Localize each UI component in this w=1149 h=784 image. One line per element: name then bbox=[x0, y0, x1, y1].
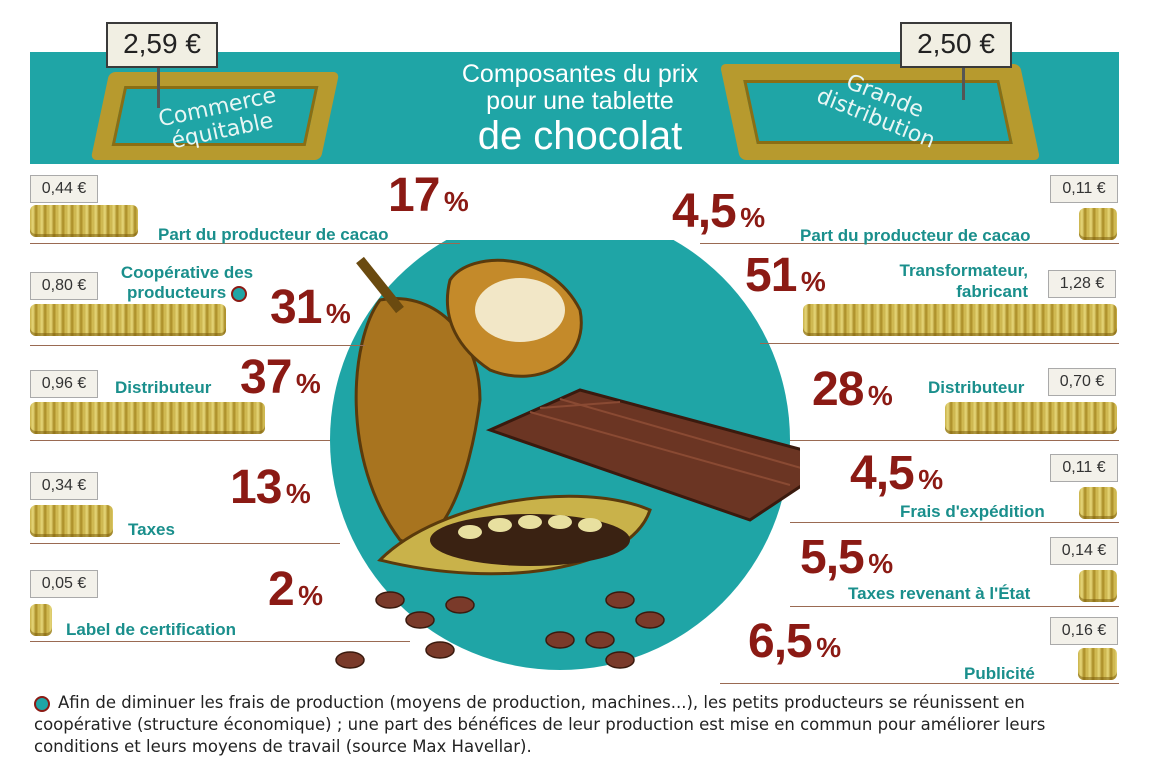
right-percent-2: 51 % bbox=[745, 249, 826, 302]
left-coins-2 bbox=[30, 304, 226, 336]
left-sign-pole bbox=[157, 60, 160, 108]
right-coins-4 bbox=[1079, 487, 1117, 519]
right-coins-6 bbox=[1078, 648, 1117, 680]
left-amount-5: 0,05 € bbox=[30, 570, 98, 598]
chocolate-bar-icon bbox=[485, 388, 800, 522]
right-percent-4: 4,5 % bbox=[850, 447, 944, 500]
footnote: Afin de diminuer les frais de production… bbox=[34, 692, 1120, 758]
asterisk-icon bbox=[230, 285, 247, 302]
footnote-text: Afin de diminuer les frais de production… bbox=[34, 693, 1046, 756]
left-amount-4: 0,34 € bbox=[30, 472, 98, 500]
right-coins-3 bbox=[945, 402, 1117, 434]
left-divider-1 bbox=[30, 243, 460, 244]
right-percent-5: 5,5 % bbox=[800, 531, 894, 584]
left-coins-1 bbox=[30, 205, 138, 237]
left-amount-3: 0,96 € bbox=[30, 370, 98, 398]
right-divider-4 bbox=[790, 522, 1119, 523]
left-label-1: Part du producteur de cacao bbox=[158, 225, 389, 244]
left-coins-3 bbox=[30, 402, 265, 434]
right-label-2: Transformateur, fabricant bbox=[899, 261, 1029, 301]
cocoa-beans-icon bbox=[335, 591, 665, 669]
title-line-1: Composantes du prix bbox=[461, 60, 699, 88]
left-percent-4: 13 % bbox=[230, 461, 311, 514]
right-amount-4: 0,11 € bbox=[1050, 454, 1118, 482]
left-label-3: Distributeur bbox=[115, 378, 212, 397]
right-amount-3: 0,70 € bbox=[1048, 368, 1116, 396]
left-percent-2: 31 % bbox=[270, 281, 351, 334]
left-divider-4 bbox=[30, 543, 340, 544]
right-divider-1 bbox=[700, 243, 1119, 244]
footnote-asterisk-icon bbox=[34, 695, 50, 712]
left-percent-1: 17 % bbox=[388, 169, 469, 222]
right-label-3: Distributeur bbox=[928, 378, 1025, 397]
page-title: Composantes du prix pour une tablette de… bbox=[380, 60, 780, 158]
title-line-3: de chocolat bbox=[477, 114, 683, 158]
left-divider-2 bbox=[30, 345, 365, 346]
right-label-1: Part du producteur de cacao bbox=[800, 226, 1031, 245]
right-amount-5: 0,14 € bbox=[1050, 537, 1118, 565]
left-price-sign: 2,59 € bbox=[106, 22, 218, 68]
cocoa-illustration bbox=[330, 240, 800, 670]
right-amount-1: 0,11 € bbox=[1050, 175, 1118, 203]
right-divider-5 bbox=[790, 606, 1119, 607]
left-amount-1: 0,44 € bbox=[30, 175, 98, 203]
right-divider-6 bbox=[720, 683, 1119, 684]
left-divider-5 bbox=[30, 641, 410, 642]
right-percent-6: 6,5 % bbox=[748, 615, 842, 668]
left-label-5: Label de certification bbox=[66, 620, 237, 639]
title-line-2: pour une tablette bbox=[486, 87, 674, 115]
left-percent-5: 2 % bbox=[268, 563, 324, 616]
right-sign-pole bbox=[962, 60, 965, 100]
right-amount-6: 0,16 € bbox=[1050, 617, 1118, 645]
left-divider-3 bbox=[30, 440, 330, 441]
right-coins-2 bbox=[803, 304, 1117, 336]
right-percent-1: 4,5 % bbox=[672, 185, 766, 238]
left-percent-3: 37 % bbox=[240, 351, 321, 404]
left-label-2-text: Coopérative des producteurs bbox=[120, 263, 254, 302]
left-label-2: Coopérative des producteurs bbox=[112, 263, 262, 303]
left-label-4: Taxes bbox=[128, 520, 175, 539]
right-divider-3 bbox=[790, 440, 1119, 441]
left-amount-2: 0,80 € bbox=[30, 272, 98, 300]
left-coins-5 bbox=[30, 604, 52, 636]
right-divider-2 bbox=[760, 343, 1119, 344]
right-label-4: Frais d'expédition bbox=[900, 502, 1045, 521]
right-label-5: Taxes revenant à l'État bbox=[848, 584, 1031, 603]
right-percent-3: 28 % bbox=[812, 363, 893, 416]
left-coins-4 bbox=[30, 505, 113, 537]
right-amount-2: 1,28 € bbox=[1048, 270, 1116, 298]
right-coins-5 bbox=[1079, 570, 1117, 602]
right-price-sign: 2,50 € bbox=[900, 22, 1012, 68]
right-label-6: Publicité bbox=[964, 664, 1035, 683]
right-coins-1 bbox=[1079, 208, 1117, 240]
